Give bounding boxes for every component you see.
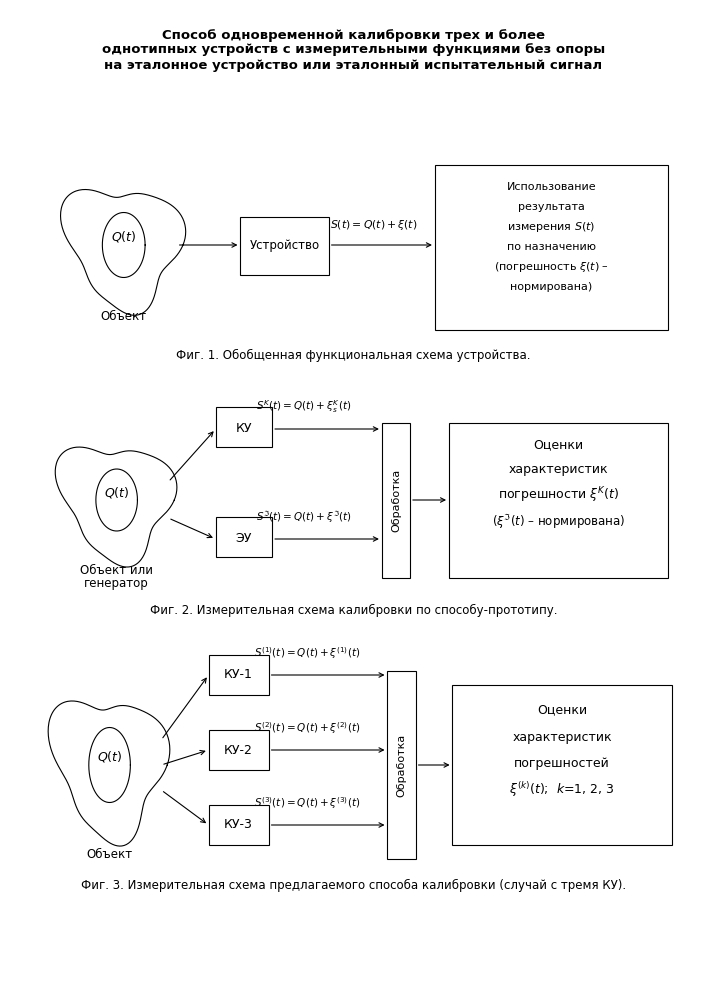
Text: Использование: Использование: [507, 182, 596, 192]
Text: Объект: Объект: [86, 848, 133, 861]
Text: $S^\Im(t)=Q(t)+\xi^\Im(t)$: $S^\Im(t)=Q(t)+\xi^\Im(t)$: [256, 509, 352, 525]
Text: КУ-3: КУ-3: [224, 818, 253, 832]
FancyBboxPatch shape: [240, 217, 329, 275]
Text: $\xi^{(k)}(t)$;  $k$=1, 2, 3: $\xi^{(k)}(t)$; $k$=1, 2, 3: [509, 781, 615, 799]
Text: КУ-1: КУ-1: [224, 668, 253, 682]
FancyBboxPatch shape: [435, 165, 668, 330]
FancyBboxPatch shape: [216, 407, 272, 447]
FancyBboxPatch shape: [216, 517, 272, 557]
Text: Оценки: Оценки: [534, 438, 583, 452]
Text: характеристик: характеристик: [513, 730, 612, 744]
Text: однотипных устройств с измерительными функциями без опоры: однотипных устройств с измерительными фу…: [102, 43, 605, 56]
Text: Обработка: Обработка: [391, 469, 401, 532]
Text: Фиг. 2. Измерительная схема калибровки по способу-прототипу.: Фиг. 2. Измерительная схема калибровки п…: [150, 603, 557, 617]
Text: результата: результата: [518, 202, 585, 212]
FancyBboxPatch shape: [452, 685, 672, 845]
Text: $Q(t)$: $Q(t)$: [104, 485, 129, 499]
Text: КУ: КУ: [235, 422, 252, 435]
FancyBboxPatch shape: [209, 805, 269, 845]
Text: $S^K(t)=Q(t)+\xi_s^K(t)$: $S^K(t)=Q(t)+\xi_s^K(t)$: [257, 399, 351, 415]
Text: Обработка: Обработка: [397, 733, 407, 797]
Text: генератор: генератор: [84, 578, 149, 590]
Text: измерения $S(t)$: измерения $S(t)$: [508, 220, 595, 234]
FancyBboxPatch shape: [387, 671, 416, 859]
Text: на эталонное устройство или эталонный испытательный сигнал: на эталонное устройство или эталонный ис…: [105, 58, 602, 72]
Text: КУ-2: КУ-2: [224, 744, 253, 756]
Text: Оценки: Оценки: [537, 704, 587, 716]
Text: Объект или: Объект или: [80, 564, 153, 576]
Text: ($\xi^\Im(t)$ – нормирована): ($\xi^\Im(t)$ – нормирована): [492, 513, 625, 531]
Text: Устройство: Устройство: [250, 238, 320, 251]
FancyBboxPatch shape: [209, 730, 269, 770]
FancyBboxPatch shape: [209, 655, 269, 695]
Text: Способ одновременной калибровки трех и более: Способ одновременной калибровки трех и б…: [162, 28, 545, 41]
Text: $Q(t)$: $Q(t)$: [97, 750, 122, 764]
FancyBboxPatch shape: [382, 423, 410, 578]
Text: Фиг. 1. Обобщенная функциональная схема устройства.: Фиг. 1. Обобщенная функциональная схема …: [176, 348, 531, 362]
Text: погрешности $\xi^K(t)$: погрешности $\xi^K(t)$: [498, 485, 619, 505]
Text: Фиг. 3. Измерительная схема предлагаемого способа калибровки (случай с тремя КУ): Фиг. 3. Измерительная схема предлагаемог…: [81, 878, 626, 892]
Text: Объект: Объект: [100, 310, 147, 324]
Text: нормирована): нормирована): [510, 282, 592, 292]
Text: $S(t)=Q(t)+\xi(t)$: $S(t)=Q(t)+\xi(t)$: [329, 218, 417, 232]
Text: погрешностей: погрешностей: [514, 756, 610, 770]
Text: $Q(t)$: $Q(t)$: [111, 230, 136, 244]
Text: (погрешность $\xi(t)$ –: (погрешность $\xi(t)$ –: [494, 260, 609, 274]
Text: по назначению: по назначению: [507, 242, 596, 252]
Text: ЭУ: ЭУ: [235, 532, 252, 546]
FancyBboxPatch shape: [449, 423, 668, 578]
Text: характеристик: характеристик: [509, 464, 608, 477]
Text: $S^{(2)}(t)=Q(t)+\xi^{(2)}(t)$: $S^{(2)}(t)=Q(t)+\xi^{(2)}(t)$: [255, 720, 361, 736]
Text: $S^{(1)}(t)=Q(t)+\xi^{(1)}(t)$: $S^{(1)}(t)=Q(t)+\xi^{(1)}(t)$: [255, 645, 361, 661]
Text: $S^{(3)}(t)=Q(t)+\xi^{(3)}(t)$: $S^{(3)}(t)=Q(t)+\xi^{(3)}(t)$: [255, 795, 361, 811]
